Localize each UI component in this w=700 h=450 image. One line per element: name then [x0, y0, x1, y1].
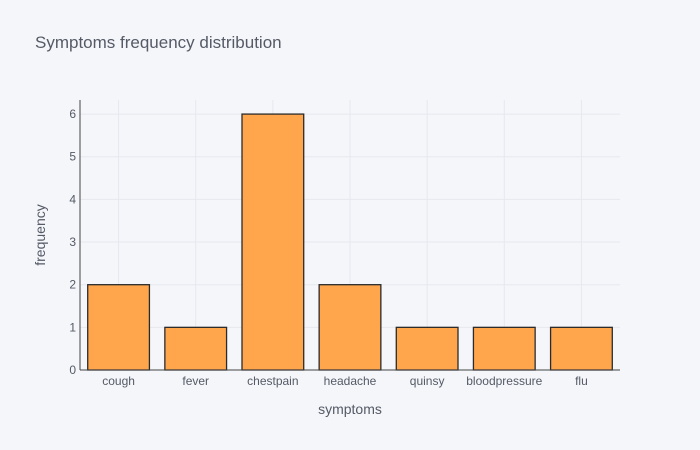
bar-layer [87, 113, 613, 371]
x-tick-label: quinsy [410, 374, 445, 388]
x-tick-label: cough [102, 374, 135, 388]
y-tick-labels: 0 1 2 3 4 5 6 [69, 107, 76, 377]
y-axis-label: frequency [32, 204, 48, 265]
y-tick-label: 3 [69, 235, 76, 249]
y-tick-label: 5 [69, 150, 76, 164]
y-tick-label: 0 [69, 363, 76, 377]
x-tick-label: flu [575, 374, 588, 388]
y-tick-label: 2 [69, 278, 76, 292]
bar-flu[interactable] [549, 326, 613, 371]
bar-chestpain[interactable] [241, 113, 305, 371]
x-axis-label: symptoms [318, 401, 382, 417]
bar-headache[interactable] [318, 284, 382, 371]
bar-bloodpressure[interactable] [472, 326, 536, 371]
chart-title: Symptoms frequency distribution [35, 33, 282, 52]
y-tick-label: 4 [69, 192, 76, 206]
axis-layer [79, 100, 620, 371]
y-tick-label: 6 [69, 107, 76, 121]
x-tick-label: bloodpressure [466, 374, 542, 388]
x-tick-label: headache [324, 374, 377, 388]
y-tick-label: 1 [69, 320, 76, 334]
x-tick-label: fever [182, 374, 209, 388]
bar-quinsy[interactable] [395, 326, 459, 371]
bar-cough[interactable] [87, 284, 151, 371]
x-tick-label: chestpain [247, 374, 298, 388]
bar-fever[interactable] [164, 326, 228, 371]
x-tick-labels: cough fever chestpain headache quinsy bloodpr… [102, 374, 588, 388]
